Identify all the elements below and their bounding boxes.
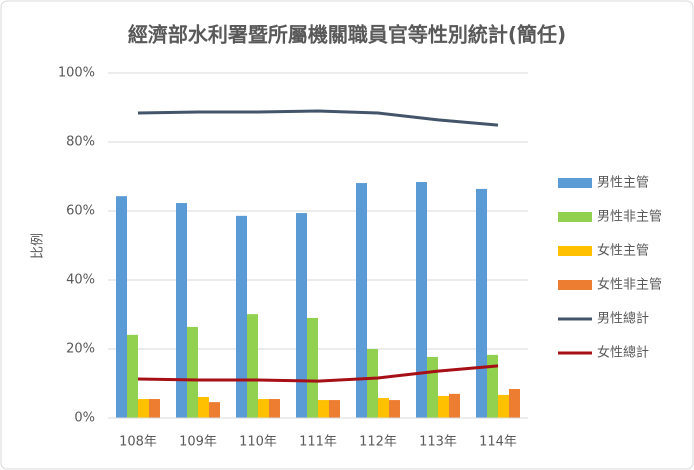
legend-swatch (558, 246, 592, 256)
bar (378, 397, 389, 418)
legend-swatch (558, 178, 592, 188)
bar (236, 215, 247, 418)
bar (476, 188, 487, 418)
bar (307, 317, 318, 418)
bar (416, 182, 427, 418)
bar (329, 400, 340, 418)
legend-label: 女性主管 (597, 243, 649, 259)
x-tick-label: 110年 (239, 435, 277, 450)
y-tick-label: 60% (66, 204, 95, 219)
bar (296, 213, 307, 418)
bar (138, 399, 149, 418)
x-tick-label: 114年 (479, 435, 517, 450)
bar (176, 203, 187, 418)
legend-label: 男性非主管 (597, 210, 662, 225)
bar (318, 400, 329, 418)
y-tick-label: 40% (66, 273, 95, 288)
bar (389, 400, 400, 418)
bar (498, 394, 509, 418)
bar (209, 402, 220, 418)
x-tick-label: 113年 (419, 435, 457, 450)
bar (356, 183, 367, 418)
legend-label: 男性主管 (597, 176, 649, 191)
legend-swatch (558, 212, 592, 222)
bar (367, 349, 378, 418)
chart-title: 經濟部水利署暨所屬機關職員官等性別統計(簡任) (128, 23, 566, 47)
bar (127, 334, 138, 418)
bar (149, 399, 160, 418)
bar (116, 196, 127, 418)
x-tick-label: 111年 (299, 435, 337, 450)
legend-swatch (558, 280, 592, 290)
bar (438, 395, 449, 418)
bar (427, 356, 438, 418)
x-tick-label: 108年 (119, 435, 157, 450)
y-tick-label: 0% (74, 411, 95, 426)
legend-label: 女性總計 (597, 345, 649, 361)
y-axis-title: 比例 (31, 233, 46, 259)
bar (269, 399, 280, 418)
y-tick-label: 100% (58, 66, 95, 81)
x-tick-label: 109年 (179, 435, 217, 450)
legend-label: 女性非主管 (597, 277, 662, 293)
bar (198, 396, 209, 418)
line (137, 364, 499, 383)
bar (449, 393, 460, 418)
bar (247, 314, 258, 418)
bar (258, 399, 269, 418)
bar (487, 354, 498, 418)
x-tick-label: 112年 (359, 435, 397, 450)
bar (187, 326, 198, 418)
y-tick-label: 20% (66, 342, 95, 357)
line (137, 109, 499, 127)
bar (509, 389, 520, 418)
legend-label: 男性總計 (597, 311, 649, 327)
y-tick-label: 80% (66, 135, 95, 150)
